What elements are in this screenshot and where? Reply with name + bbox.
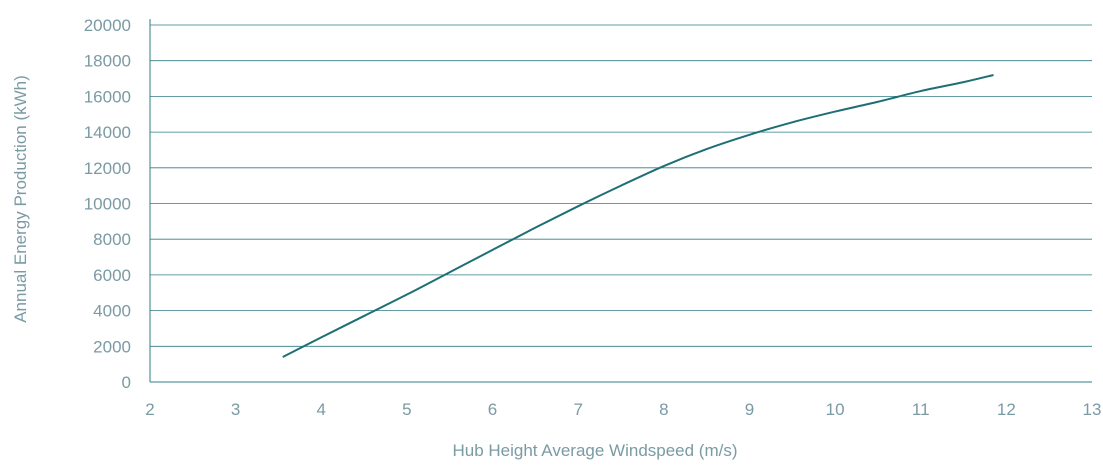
y-tick-label: 20000 [84, 16, 131, 35]
x-tick-label: 13 [1083, 400, 1102, 419]
y-tick-label: 8000 [93, 230, 131, 249]
x-tick-label: 4 [317, 400, 326, 419]
y-tick-label: 18000 [84, 52, 131, 71]
x-tick-label: 6 [488, 400, 497, 419]
series-line-0 [282, 74, 994, 358]
y-tick-label: 16000 [84, 87, 131, 106]
x-axis-title: Hub Height Average Windspeed (m/s) [452, 441, 737, 460]
y-tick-label: 6000 [93, 266, 131, 285]
x-tick-label: 3 [231, 400, 240, 419]
series-layer [282, 74, 994, 358]
x-tick-label: 2 [145, 400, 154, 419]
y-tick-label: 2000 [93, 337, 131, 356]
axes [149, 19, 1092, 383]
y-tick-label: 14000 [84, 123, 131, 142]
x-tick-label: 11 [912, 400, 930, 419]
x-tick-label: 8 [659, 400, 668, 419]
grid-lines [150, 24, 1092, 347]
x-tick-label: 5 [402, 400, 411, 419]
x-tick-label: 12 [997, 400, 1016, 419]
tick-labels: 0 2000 4000 6000 8000 10000 12000 14000 16000 180… [84, 16, 1102, 419]
y-tick-label: 4000 [93, 302, 131, 321]
y-tick-label: 12000 [84, 159, 131, 178]
x-tick-label: 7 [573, 400, 582, 419]
x-tick-label: 10 [826, 400, 845, 419]
x-tick-label: 9 [745, 400, 754, 419]
y-tick-label: 0 [122, 373, 131, 392]
y-axis-title: Annual Energy Production (kWh) [11, 75, 30, 323]
y-tick-label: 10000 [84, 195, 131, 214]
